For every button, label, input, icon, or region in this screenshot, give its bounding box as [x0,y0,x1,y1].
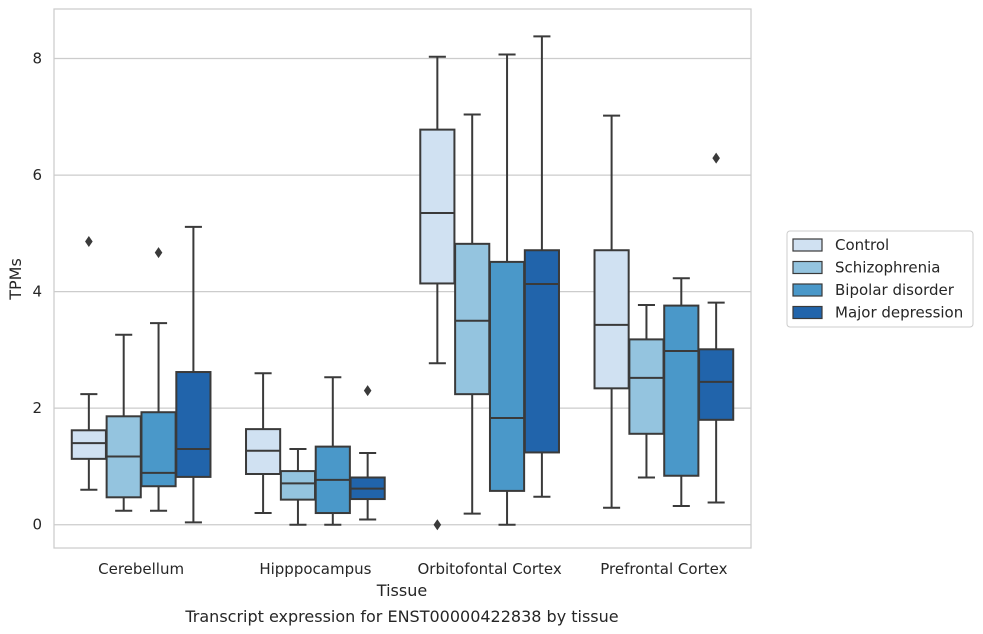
box-cerebellum-schizophrenia [105,333,142,512]
box-hipppocampus-major-depression [349,385,386,521]
box-cerebellum-major-depression [175,225,212,524]
box-hipppocampus-bipolar-disorder [314,376,351,526]
box-cerebellum-bipolar-disorder [140,247,177,512]
outlier-point [363,385,372,397]
y-tick-label: 8 [32,50,42,68]
box-hipppocampus-schizophrenia [279,447,317,526]
series-control [70,55,630,531]
legend-item-bipolar-disorder: Bipolar disorder [792,281,955,299]
box-iqr [70,429,107,460]
box-iqr [419,128,456,285]
legend-swatch [792,260,823,275]
box-orbitofontal-cortex-control [419,55,456,531]
y-tick-label: 2 [32,399,42,417]
plot-area-frame [53,8,752,549]
outlier-point [154,247,163,259]
box-orbitofontal-cortex-schizophrenia [454,113,491,515]
legend-swatch [792,238,823,252]
x-tick-label-cerebellum: Cerebellum [98,560,184,578]
outlier-point [712,152,720,164]
outlier-point [85,235,93,247]
legend-frame [786,230,974,328]
box-cerebellum-control [70,235,107,491]
x-axis-label: Tissue [376,581,427,600]
legend-item-control: Control [792,236,889,254]
box-iqr [279,470,317,501]
box-prefrontal-cortex-control [593,114,630,509]
box-iqr [454,242,491,396]
box-iqr [663,304,700,477]
y-tick-label: 4 [32,283,42,301]
outlier-point [433,519,442,531]
y-axis-label: TPMs [6,258,25,301]
legend-swatch [792,283,823,297]
box-iqr [593,249,630,390]
box-orbitofontal-cortex-bipolar-disorder [488,53,526,526]
legend-swatch [792,305,823,320]
legend-item-major-depression: Major depression [792,304,963,322]
legend-label: Schizophrenia [835,259,940,277]
box-orbitofontal-cortex-major-depression [523,35,560,498]
box-iqr [488,260,526,492]
legend-label: Control [835,236,889,254]
y-tick-labels: 0 2 4 6 8 [32,50,42,534]
y-tick-label: 0 [32,516,42,534]
box-prefrontal-cortex-bipolar-disorder [663,277,700,508]
box-hipppocampus-control [245,372,282,515]
box-iqr [628,338,665,435]
box-iqr [140,411,177,488]
x-tick-label-orbitofontal-cortex: Orbitofontal Cortex [418,560,562,578]
series-major-depression [175,35,735,524]
box-iqr [698,348,735,421]
x-tick-labels: Cerebellum Hipppocampus Orbitofontal Corte… [98,560,727,578]
x-tick-label-hipppocampus: Hipppocampus [259,560,371,578]
legend: Control Schizophrenia Bipolar disorder Majo… [786,230,974,328]
legend-label: Bipolar disorder [835,281,955,299]
y-tick-label: 6 [32,166,42,184]
box-iqr [175,371,212,478]
box-iqr [523,249,560,454]
box-prefrontal-cortex-major-depression [698,152,735,504]
series-schizophrenia [105,113,665,526]
legend-label: Major depression [835,304,963,322]
box-prefrontal-cortex-schizophrenia [628,304,665,479]
legend-item-schizophrenia: Schizophrenia [792,259,940,277]
x-tick-label-prefrontal-cortex: Prefrontal Cortex [600,560,727,578]
chart-caption: Transcript expression for ENST0000042283… [184,607,618,626]
box-series [70,35,735,531]
